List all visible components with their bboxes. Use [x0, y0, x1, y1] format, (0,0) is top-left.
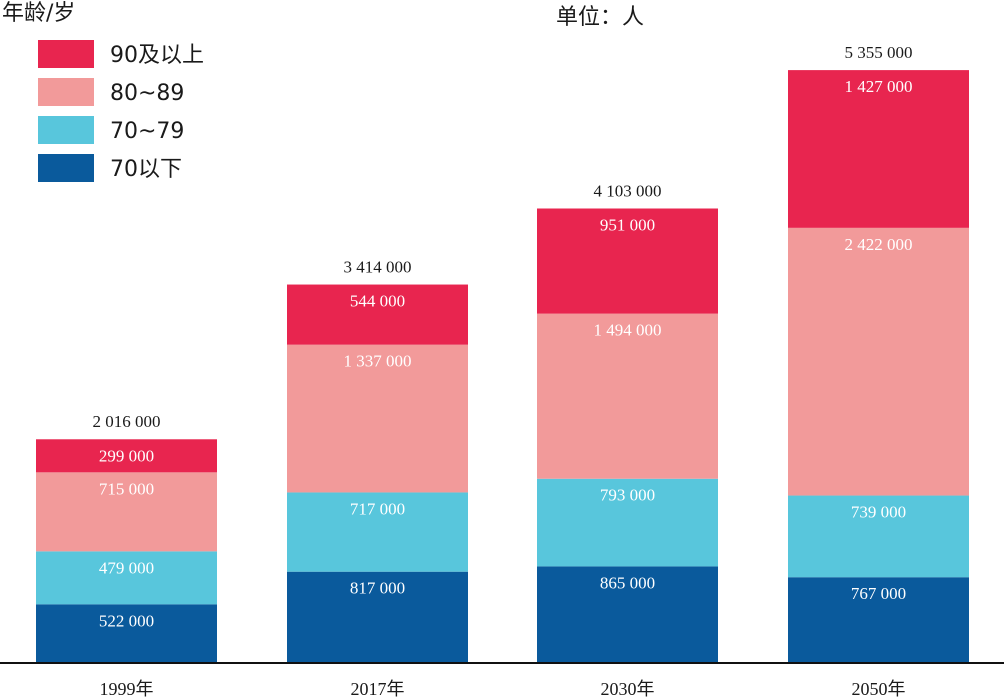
segment-value-label: 865 000	[600, 573, 655, 592]
segment-value-label: 1 337 000	[344, 352, 412, 371]
bar-segment-1-2	[287, 571, 468, 662]
segment-value-label: 817 000	[350, 579, 405, 598]
segment-value-label: 544 000	[350, 292, 405, 311]
legend-label: 90及以上	[110, 43, 204, 68]
bar-segment-1-3	[537, 566, 718, 662]
legend-swatch	[38, 40, 94, 68]
legend-swatch	[38, 116, 94, 144]
bar-segment-4-2	[287, 284, 468, 345]
x-axis-labels: 1999年 2017年 2030年 2050年	[100, 679, 906, 699]
x-tick-label: 2050年	[852, 679, 906, 699]
bar-segment-4-4	[788, 70, 969, 228]
legend-label: 80~89	[110, 81, 184, 106]
bar-segment-2-2	[287, 492, 468, 572]
segment-value-label: 1 427 000	[845, 77, 913, 96]
bar-segment-1-4	[788, 577, 969, 662]
bar-segment-2-4	[788, 495, 969, 578]
segment-value-label: 299 000	[99, 446, 154, 465]
segment-value-label: 951 000	[600, 215, 655, 234]
bar-segment-4-3	[537, 208, 718, 314]
legend: 90及以上 80~89 70~79 70以下	[38, 40, 204, 182]
bar-segment-1-1	[36, 604, 217, 662]
segment-value-label: 2 422 000	[845, 235, 913, 254]
segment-value-label: 717 000	[350, 499, 405, 518]
total-value-label: 3 414 000	[344, 258, 412, 277]
segment-value-label: 522 000	[99, 611, 154, 630]
legend-label: 70~79	[110, 119, 184, 144]
legend-swatch	[38, 154, 94, 182]
legend-swatch	[38, 78, 94, 106]
total-value-label: 4 103 000	[594, 181, 662, 200]
segment-value-label: 767 000	[851, 584, 906, 603]
bar-segment-3-2	[287, 344, 468, 493]
x-tick-label: 2030年	[601, 679, 655, 699]
segment-value-label: 715 000	[99, 479, 154, 498]
unit-label: 单位：人	[556, 5, 644, 30]
segment-value-label: 793 000	[600, 486, 655, 505]
x-tick-label: 2017年	[351, 679, 405, 699]
segment-value-label: 479 000	[99, 558, 154, 577]
bar-segment-3-1	[36, 472, 217, 552]
segment-value-label: 739 000	[851, 503, 906, 522]
legend-title: 年龄/岁	[2, 1, 75, 26]
bar-segment-4-1	[36, 439, 217, 473]
bars-group: 522 000 479 000 715 000 299 000 2 016 000 817…	[36, 43, 969, 662]
total-value-label: 5 355 000	[845, 43, 913, 62]
bar-segment-3-4	[788, 227, 969, 496]
segment-value-label: 1 494 000	[594, 321, 662, 340]
bar-segment-2-3	[537, 478, 718, 567]
total-value-label: 2 016 000	[93, 412, 161, 431]
x-tick-label: 1999年	[100, 679, 154, 699]
bar-segment-3-3	[537, 313, 718, 479]
legend-label: 70以下	[110, 157, 182, 182]
bar-segment-2-1	[36, 551, 217, 605]
